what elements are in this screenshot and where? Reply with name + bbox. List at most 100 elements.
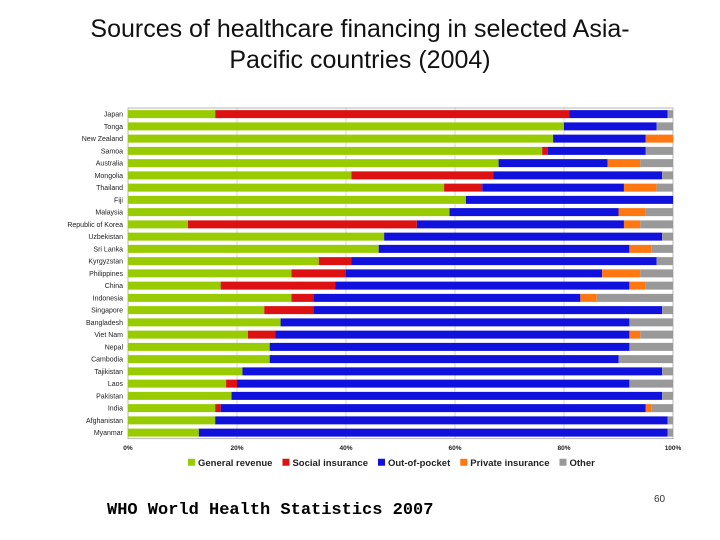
category-label: Singapore (91, 308, 123, 315)
category-label: Japan (104, 112, 123, 119)
category-label: Mongolia (95, 173, 124, 180)
bar-indonesia-out-of-pocket (313, 293, 581, 302)
bar-singapore-general-revenue (128, 306, 265, 315)
bar-tajikistan-general-revenue (128, 367, 243, 376)
bar-china-private-insurance (629, 281, 646, 290)
bar-pakistan-general-revenue (128, 391, 232, 400)
legend-swatch-social-insurance (282, 458, 290, 466)
bar-viet-nam-out-of-pocket (275, 330, 630, 339)
bar-laos-social-insurance (226, 379, 237, 388)
bar-sri-lanka-other (651, 244, 673, 253)
bar-tonga-out-of-pocket (564, 122, 657, 131)
bar-china-general-revenue (128, 281, 221, 290)
chart-title: Sources of healthcare financing in selec… (0, 14, 720, 76)
bar-new-zealand-private-insurance (645, 134, 673, 143)
bar-uzbekistan-out-of-pocket (384, 232, 663, 241)
bar-nepal-out-of-pocket (269, 342, 630, 351)
category-label: Viet Nam (94, 332, 123, 339)
bar-uzbekistan-other (662, 232, 673, 241)
category-label: Philippines (89, 271, 123, 278)
bar-philippines-out-of-pocket (346, 269, 603, 278)
bar-samoa-social-insurance (542, 146, 548, 155)
bar-republic-of-korea-private-insurance (623, 220, 641, 229)
bar-laos-general-revenue (128, 379, 227, 388)
bar-bangladesh-out-of-pocket (280, 318, 630, 327)
x-tick-label: 40% (339, 445, 352, 452)
bar-mongolia-other (662, 171, 673, 180)
legend-swatch-private-insurance (460, 458, 468, 466)
title-line-1: Sources of healthcare financing in selec… (90, 15, 630, 43)
bar-new-zealand-general-revenue (128, 134, 554, 143)
source-citation: WHO World Health Statistics 2007 (107, 501, 434, 520)
bar-fiji-general-revenue (128, 195, 466, 204)
x-tick-label: 60% (448, 445, 461, 452)
bar-malaysia-out-of-pocket (449, 208, 619, 217)
bar-mongolia-general-revenue (128, 171, 352, 180)
category-label: Cambodia (91, 357, 123, 364)
bar-india-private-insurance (645, 404, 652, 413)
bar-myanmar-general-revenue (128, 428, 199, 437)
bar-sri-lanka-general-revenue (128, 244, 379, 253)
bar-india-general-revenue (128, 404, 216, 413)
legend-label-general-revenue: General revenue (198, 458, 272, 469)
bar-australia-general-revenue (128, 159, 499, 168)
bar-china-out-of-pocket (335, 281, 630, 290)
bar-cambodia-general-revenue (128, 355, 270, 364)
bar-india-social-insurance (215, 404, 221, 413)
bar-viet-nam-other (640, 330, 673, 339)
bar-indonesia-social-insurance (291, 293, 314, 302)
bar-bangladesh-other (629, 318, 673, 327)
page-number: 60 (654, 494, 666, 505)
bar-japan-other (667, 110, 673, 119)
bar-singapore-social-insurance (264, 306, 314, 315)
category-label: Tajikistan (94, 369, 123, 376)
category-label: Malaysia (95, 210, 123, 217)
bar-philippines-general-revenue (128, 269, 292, 278)
bar-australia-private-insurance (607, 159, 641, 168)
bar-republic-of-korea-general-revenue (128, 220, 188, 229)
bar-fiji-out-of-pocket (465, 195, 673, 204)
bar-indonesia-private-insurance (580, 293, 597, 302)
bar-malaysia-other (645, 208, 673, 217)
bar-india-out-of-pocket (220, 404, 646, 413)
x-tick-label: 80% (557, 445, 570, 452)
legend-label-out-of-pocket: Out-of-pocket (388, 458, 451, 469)
legend-label-social-insurance: Social insurance (292, 458, 368, 469)
bar-mongolia-social-insurance (351, 171, 494, 180)
bar-republic-of-korea-other (640, 220, 673, 229)
category-label: Uzbekistan (88, 234, 123, 241)
bar-kyrgyzstan-social-insurance (318, 257, 352, 266)
bar-myanmar-out-of-pocket (198, 428, 668, 437)
legend-swatch-other (559, 458, 567, 466)
bar-kyrgyzstan-out-of-pocket (351, 257, 657, 266)
bar-china-social-insurance (220, 281, 336, 290)
bar-viet-nam-social-insurance (247, 330, 276, 339)
category-label: New Zealand (82, 136, 123, 143)
bar-japan-out-of-pocket (569, 110, 668, 119)
bar-indonesia-general-revenue (128, 293, 292, 302)
bar-australia-out-of-pocket (498, 159, 608, 168)
bar-indonesia-other (596, 293, 673, 302)
bar-philippines-private-insurance (602, 269, 641, 278)
bar-laos-out-of-pocket (237, 379, 630, 388)
bar-nepal-general-revenue (128, 342, 270, 351)
bar-mongolia-out-of-pocket (493, 171, 663, 180)
legend-swatch-out-of-pocket (377, 458, 385, 466)
category-label: Australia (96, 161, 123, 168)
title-line-2: Pacific countries (2004) (229, 46, 491, 74)
category-label: Sri Lanka (93, 246, 123, 253)
bar-afghanistan-general-revenue (128, 416, 216, 425)
bar-viet-nam-private-insurance (629, 330, 641, 339)
bar-thailand-out-of-pocket (482, 183, 624, 192)
bar-sri-lanka-private-insurance (629, 244, 652, 253)
stacked-bar-chart: 0% 20% 40% 60% 80% 100% Japan Tonga New Zealand S… (67, 107, 682, 469)
bar-thailand-social-insurance (444, 183, 483, 192)
bar-uzbekistan-general-revenue (128, 232, 385, 241)
bar-new-zealand-out-of-pocket (553, 134, 646, 143)
category-label: Pakistan (96, 393, 123, 400)
bar-cambodia-other (618, 355, 673, 364)
category-label: Indonesia (93, 295, 123, 302)
bar-malaysia-general-revenue (128, 208, 450, 217)
category-label: Myanmar (94, 430, 124, 437)
bar-malaysia-private-insurance (618, 208, 646, 217)
